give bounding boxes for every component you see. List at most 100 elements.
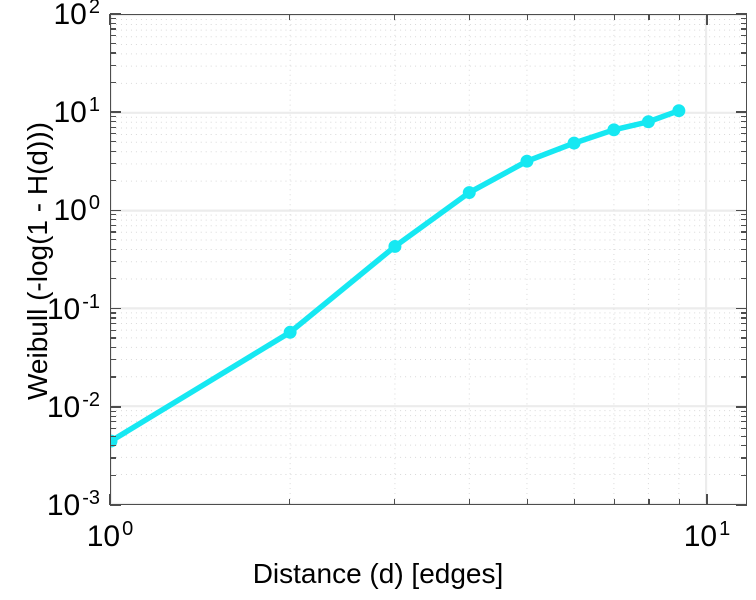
y-tick-right-0.07 [741,323,747,325]
y-tick-right-0.009000000000000001 [741,410,747,412]
y-tick-60 [110,35,116,37]
x-tick-top-4 [468,14,470,20]
x-tick-top-2 [288,14,291,20]
x-axis-title: Distance (d) [edges] [252,558,504,589]
y-tick-right-0.005 [741,435,747,437]
y-tick-right-0.09 [741,312,747,314]
y-tick-10 [110,111,121,113]
y-tick-0.5 [110,239,116,241]
y-tick-0.009000000000000001 [110,410,116,412]
y-tick-30 [110,64,116,66]
y-tick-right-60 [741,35,747,37]
y-tick-0.2 [110,278,116,280]
y-tick-right-0.9 [741,214,747,216]
y-tick-right-0.2 [741,278,747,280]
y-tick-1 [110,209,121,212]
y-tick-0.09 [110,312,116,314]
y-tick-0.01 [110,406,121,408]
y-tick-right-6 [741,133,747,135]
y-tick-right-20 [741,81,747,84]
y-tick-0.7000000000000001 [110,224,116,227]
x-tick-top-6 [573,14,575,20]
y-tick-right-0.03 [741,359,747,361]
y-tick-right-2 [741,180,747,182]
x-tick-top-1 [109,14,111,25]
y-tick-label-100: 10 2 [53,0,101,31]
x-tick-6 [573,499,575,505]
y-tick-right-30 [741,64,747,66]
y-tick-label-0.001: 10 -3 [46,487,100,522]
y-tick-7 [110,126,116,128]
y-tick-0.9 [110,214,116,216]
y-tick-right-0.04 [741,346,747,349]
y-tick-right-0.002 [741,474,747,476]
x-tick-4 [468,499,470,505]
y-tick-label-10: 10 1 [53,94,101,130]
y-tick-5 [110,141,116,143]
y-tick-9 [110,115,116,118]
x-tick-7 [613,499,615,505]
y-tick-right-7 [741,126,747,128]
y-tick-0.8 [110,219,116,221]
y-tick-right-80 [741,22,747,24]
y-tick-right-100 [736,13,747,15]
y-tick-70 [110,28,116,30]
y-tick-right-0.008 [741,415,747,417]
y-tick-right-0.05 [741,337,747,339]
grid-lines [111,15,746,504]
y-tick-right-0.4 [741,248,747,250]
y-tick-right-0.8 [741,219,747,221]
y-tick-0.007 [110,421,116,423]
y-tick-50 [110,42,116,44]
y-tick-right-90 [741,17,747,19]
x-tick-10 [706,494,708,505]
x-tick-top-9 [678,14,681,20]
y-tick-right-0.1 [736,307,747,310]
x-tick-2 [288,499,291,505]
y-tick-0.006 [110,427,116,430]
y-tick-right-40 [741,52,747,54]
y-tick-40 [110,52,116,54]
plot-area [110,14,747,505]
y-axis-title: Weibull (-log(1 - H(d))) [22,122,53,400]
x-tick-top-3 [394,14,396,20]
y-tick-0.30000000000000004 [110,260,116,263]
y-tick-0.6000000000000001 [110,231,116,233]
x-tick-3 [394,499,396,505]
y-tick-right-70 [741,28,747,30]
y-tick-right-8 [741,120,747,123]
x-tick-top-7 [613,14,615,20]
y-tick-right-0.003 [741,457,747,459]
y-tick-8 [110,120,116,123]
y-tick-right-50 [741,42,747,44]
y-tick-right-1 [736,209,747,212]
y-tick-right-0.02 [741,376,747,378]
y-tick-0.03 [110,359,116,361]
y-tick-0.08 [110,317,116,319]
y-tick-0.02 [110,376,116,378]
y-tick-right-0.001 [736,504,747,506]
y-tick-right-0.5 [741,239,747,241]
y-tick-0.05 [110,337,116,339]
x-tick-1 [109,494,111,505]
x-tick-label-1: 10 0 [86,518,134,553]
y-tick-6 [110,133,116,135]
y-tick-right-0.004 [741,445,747,447]
x-tick-top-5 [526,14,528,20]
y-tick-right-5 [741,141,747,143]
y-tick-0.002 [110,474,116,476]
y-tick-90 [110,17,116,19]
x-tick-5 [526,499,528,505]
y-tick-0.1 [110,307,121,310]
y-tick-0.07 [110,323,116,325]
x-tick-label-10: 10 1 [683,518,731,553]
y-tick-right-10 [736,111,747,113]
y-tick-right-0.7000000000000001 [741,224,747,227]
y-tick-20 [110,81,116,84]
y-tick-label-0.1: 10 -1 [46,290,100,326]
y-tick-100 [110,13,121,15]
y-tick-0.04 [110,346,116,349]
y-tick-right-0.006 [741,427,747,430]
y-tick-2 [110,180,116,182]
